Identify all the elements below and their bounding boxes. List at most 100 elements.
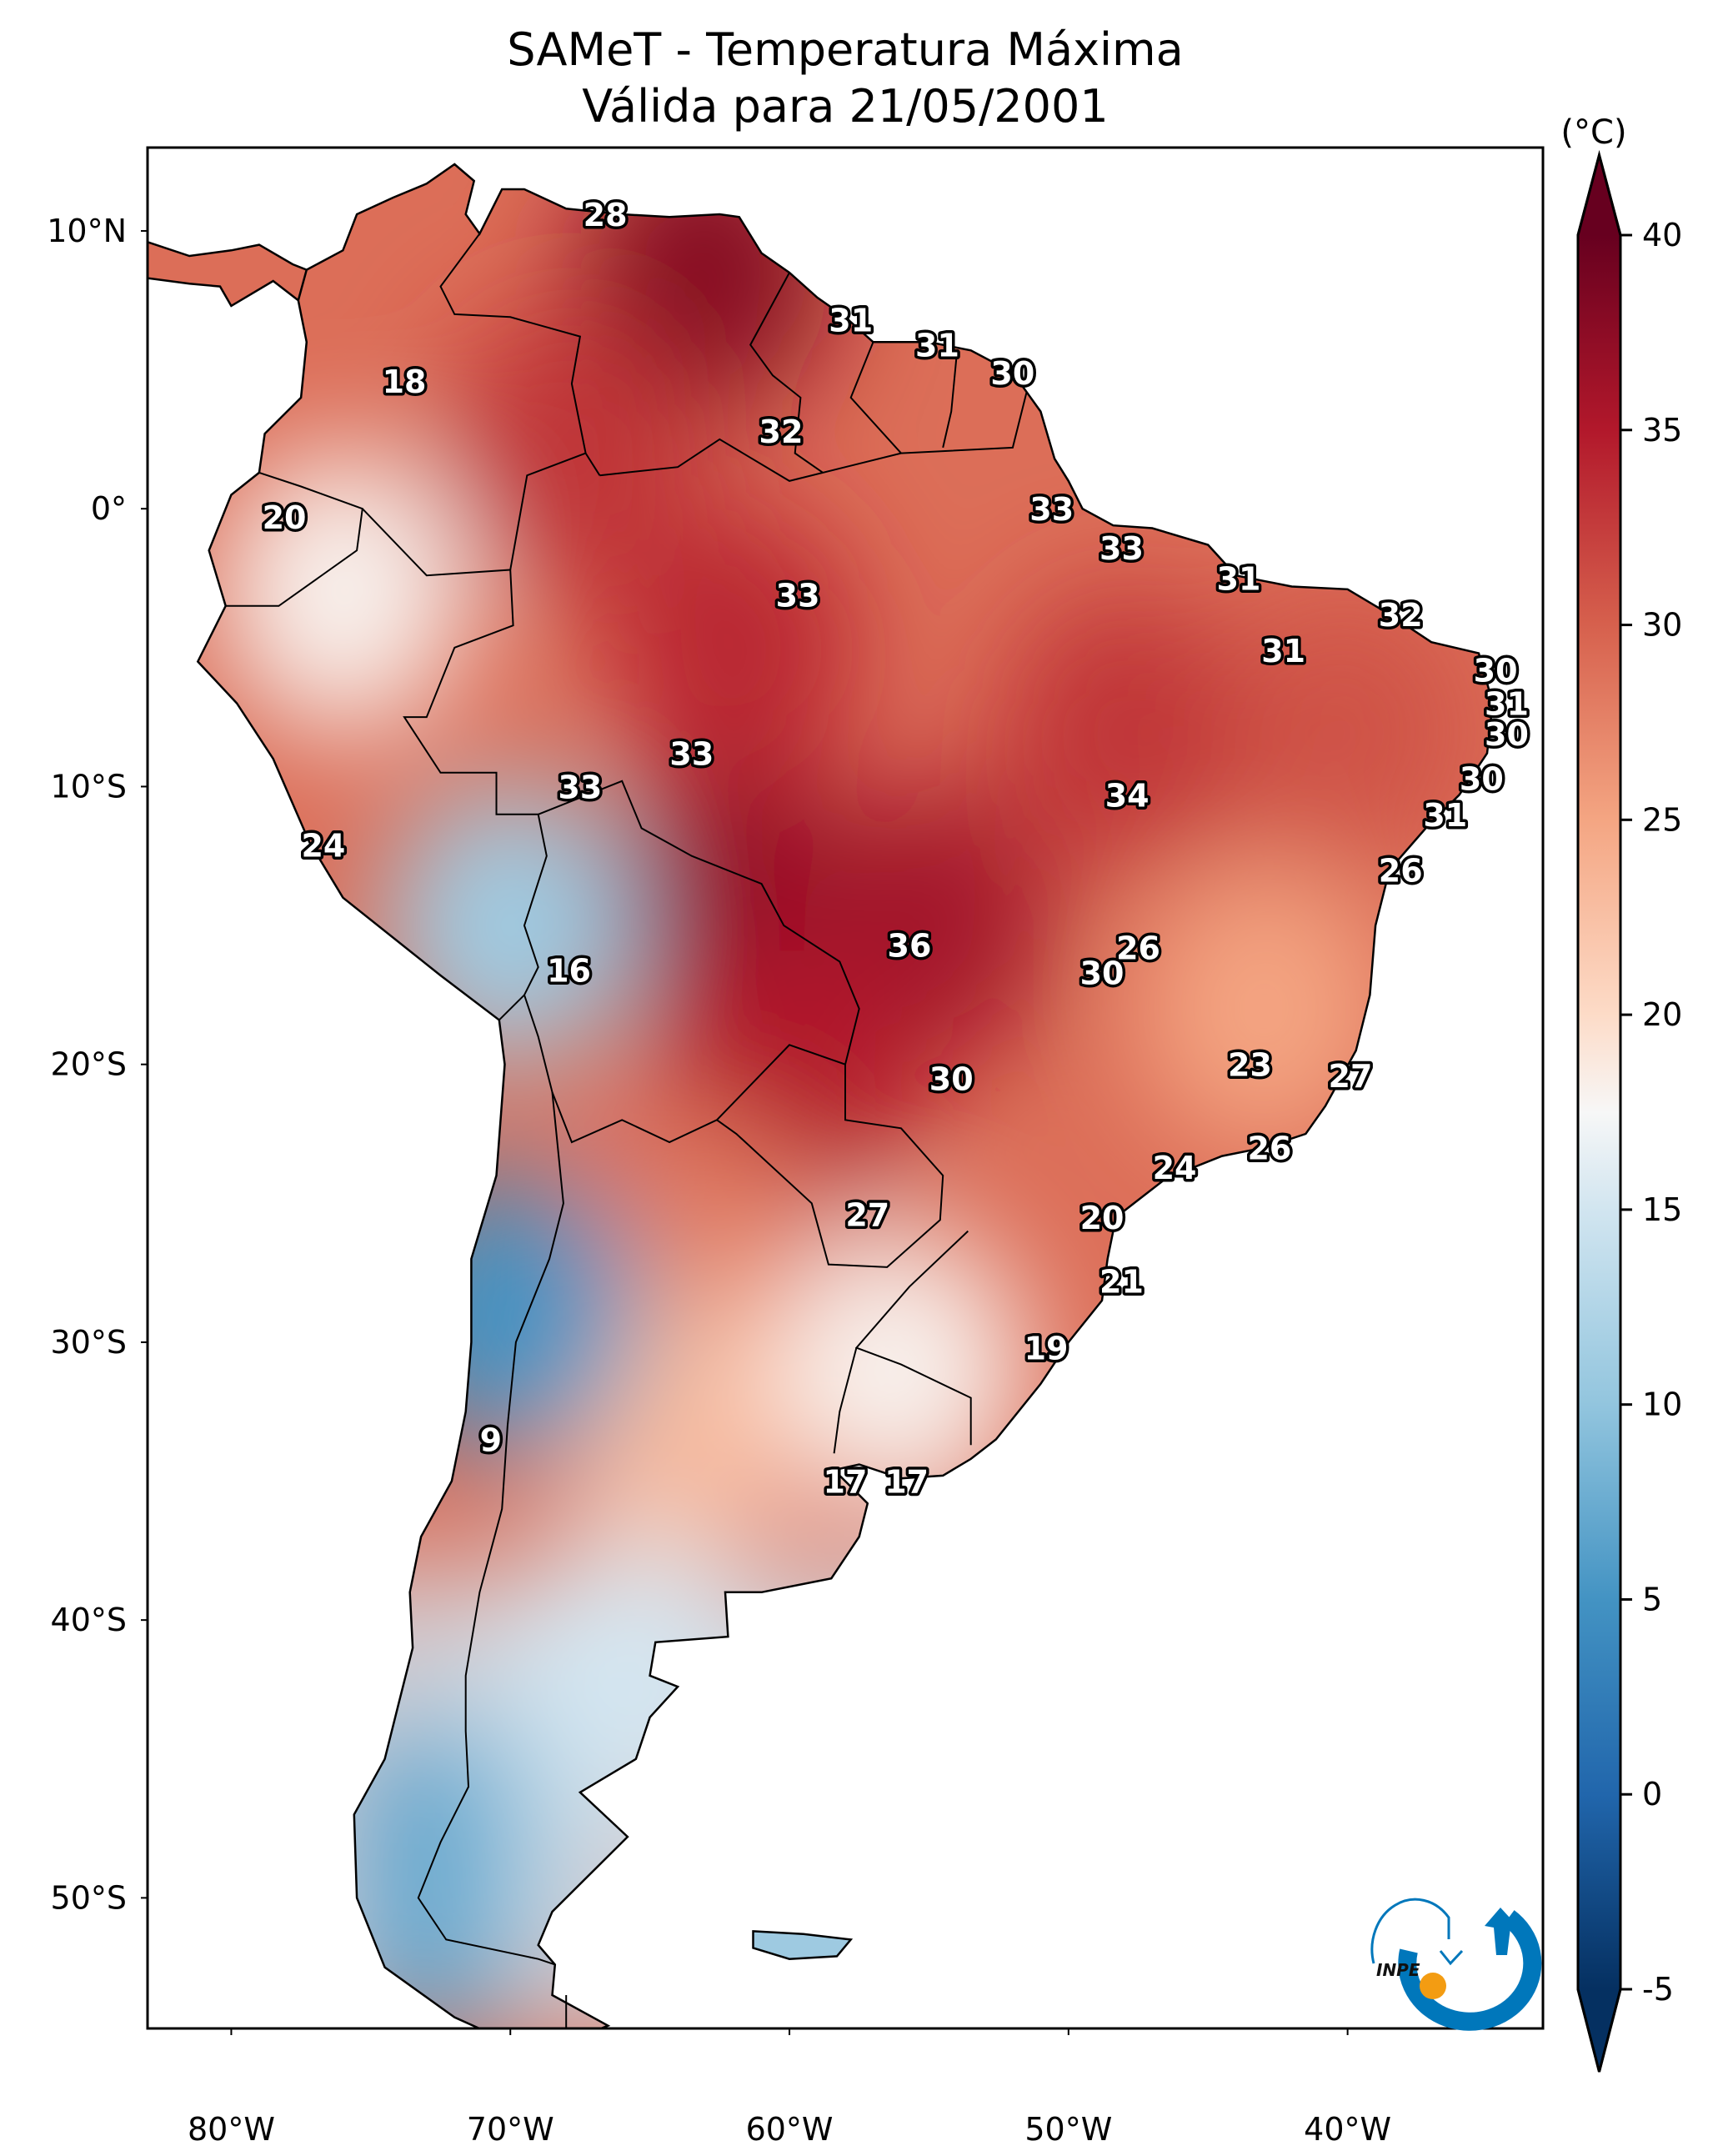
temperature-label: 31 xyxy=(1423,797,1467,834)
colorbar-tick-label: 20 xyxy=(1642,996,1682,1033)
x-axis-ticks: 80°W 70°W 60°W 50°W 40°W xyxy=(188,2028,1391,2148)
map-frame xyxy=(146,146,1545,2030)
temperature-label: 30 xyxy=(1080,955,1124,992)
colorbar-body xyxy=(1576,150,1622,2073)
temperature-label: 28 xyxy=(584,197,628,233)
colorbar: (°C) -5 0 5 10 15 20 25 30 35 40 xyxy=(1560,113,1682,2073)
y-tick-label: 10°N xyxy=(47,213,127,249)
temperature-label: 30 xyxy=(990,355,1034,392)
temperature-label: 33 xyxy=(558,769,602,805)
colorbar-tick-label: 40 xyxy=(1642,217,1682,253)
field-blob xyxy=(148,1564,1493,2028)
country-borders xyxy=(225,233,1028,2028)
border-line xyxy=(716,1064,944,1268)
temperature-label: 17 xyxy=(824,1464,868,1501)
logo-text: INPE xyxy=(1376,1960,1420,1980)
x-tick-label: 70°W xyxy=(467,2111,554,2148)
temperature-label: 31 xyxy=(1217,561,1261,598)
field-blob xyxy=(609,505,859,790)
temperature-label: 34 xyxy=(1105,777,1150,814)
logo-arrow-icon xyxy=(1485,1908,1519,1955)
x-tick-label: 60°W xyxy=(746,2111,834,2148)
x-tick-label: 50°W xyxy=(1024,2111,1112,2148)
temperature-label: 26 xyxy=(1116,930,1160,967)
border-line xyxy=(942,353,958,449)
temperature-label: 31 xyxy=(915,328,959,364)
chart-title: SAMeT - Temperatura Máxima xyxy=(507,23,1184,76)
temperature-label: 19 xyxy=(1024,1331,1069,1367)
temperature-labels: 2818203131303233333132313031303031333333… xyxy=(259,193,1531,1503)
temperature-label: 33 xyxy=(669,735,714,772)
temperature-label: 33 xyxy=(1099,530,1144,567)
logo-sun-icon xyxy=(1420,1973,1446,1999)
colorbar-unit-label: (°C) xyxy=(1560,113,1626,152)
field-blob xyxy=(775,1228,1026,1512)
colorbar-tick-label: 25 xyxy=(1642,801,1682,838)
logo-orbit xyxy=(1370,1898,1450,1964)
colorbar-tick-label: 30 xyxy=(1642,607,1682,644)
colorbar-tick-label: 35 xyxy=(1642,412,1682,449)
y-tick-label: 10°S xyxy=(51,768,127,805)
logo-swoosh xyxy=(1398,1910,1542,2031)
temperature-label: 9 xyxy=(480,1422,502,1459)
field-blob xyxy=(999,589,1250,873)
temperature-label: 18 xyxy=(383,364,427,400)
field-blob xyxy=(385,784,636,1068)
temperature-label: 30 xyxy=(1474,652,1518,689)
temperature-label: 27 xyxy=(1329,1058,1373,1095)
colorbar-tick-label: -5 xyxy=(1642,1971,1674,2008)
border-line xyxy=(417,1091,564,1966)
y-tick-label: 40°S xyxy=(51,1602,127,1638)
temperature-label: 36 xyxy=(888,927,932,964)
temperature-label: 30 xyxy=(1485,716,1529,753)
temperature-label: 21 xyxy=(1099,1264,1144,1301)
inpe-logo: INPE xyxy=(1370,1898,1542,2031)
y-tick-label: 30°S xyxy=(51,1324,127,1361)
colorbar-extend-min xyxy=(1580,1989,1619,2067)
field-blob xyxy=(1222,589,1473,873)
temperature-label: 23 xyxy=(1228,1047,1272,1084)
border-line xyxy=(833,1347,858,1454)
border-line xyxy=(225,471,363,607)
y-tick-label: 0° xyxy=(91,490,127,527)
field-blob xyxy=(343,1731,511,2028)
temperature-label: 17 xyxy=(884,1464,929,1501)
temperature-label: 24 xyxy=(1153,1150,1197,1186)
border-line xyxy=(362,508,548,1021)
border-line xyxy=(749,272,824,474)
colorbar-tick-label: 5 xyxy=(1642,1581,1662,1617)
temperature-label: 32 xyxy=(759,414,804,450)
chart-subtitle: Válida para 21/05/2001 xyxy=(582,80,1109,133)
border-line xyxy=(509,452,586,570)
colorbar-tick-label: 0 xyxy=(1642,1776,1662,1813)
temperature-label: 20 xyxy=(1080,1200,1124,1236)
x-tick-label: 40°W xyxy=(1304,2111,1391,2148)
temperature-label: 27 xyxy=(845,1197,889,1234)
x-tick-label: 80°W xyxy=(188,2111,275,2148)
field-blob xyxy=(441,311,692,595)
temperature-label: 24 xyxy=(301,827,345,864)
field-blob xyxy=(1139,867,1390,1151)
temperature-label: 26 xyxy=(1247,1131,1291,1167)
border-line xyxy=(599,391,1028,482)
logo-arrowhead-icon xyxy=(1439,1949,1464,1966)
temperature-label: 16 xyxy=(547,952,591,989)
temperature-label: 26 xyxy=(1379,852,1423,889)
y-tick-label: 20°S xyxy=(51,1046,127,1083)
temperature-label: 20 xyxy=(263,499,307,536)
coastline xyxy=(148,163,1494,2028)
border-line xyxy=(854,1230,972,1446)
colorbar-ticks: -5 0 5 10 15 20 25 30 35 40 xyxy=(1620,217,1682,2008)
temperature-label: 30 xyxy=(929,1060,974,1097)
colorbar-tick-label: 10 xyxy=(1642,1386,1682,1423)
falkland-islands xyxy=(752,1930,854,1960)
temperature-label: 31 xyxy=(829,303,873,339)
colorbar-extend-max xyxy=(1580,160,1619,235)
temperature-label: 31 xyxy=(1261,633,1305,669)
temperature-label: 33 xyxy=(1029,491,1074,528)
temperature-label: 30 xyxy=(1460,760,1504,797)
border-line xyxy=(849,341,902,454)
field-blob xyxy=(218,450,468,735)
map-area: 2818203131303233333132313031303031333333… xyxy=(148,163,1531,2028)
